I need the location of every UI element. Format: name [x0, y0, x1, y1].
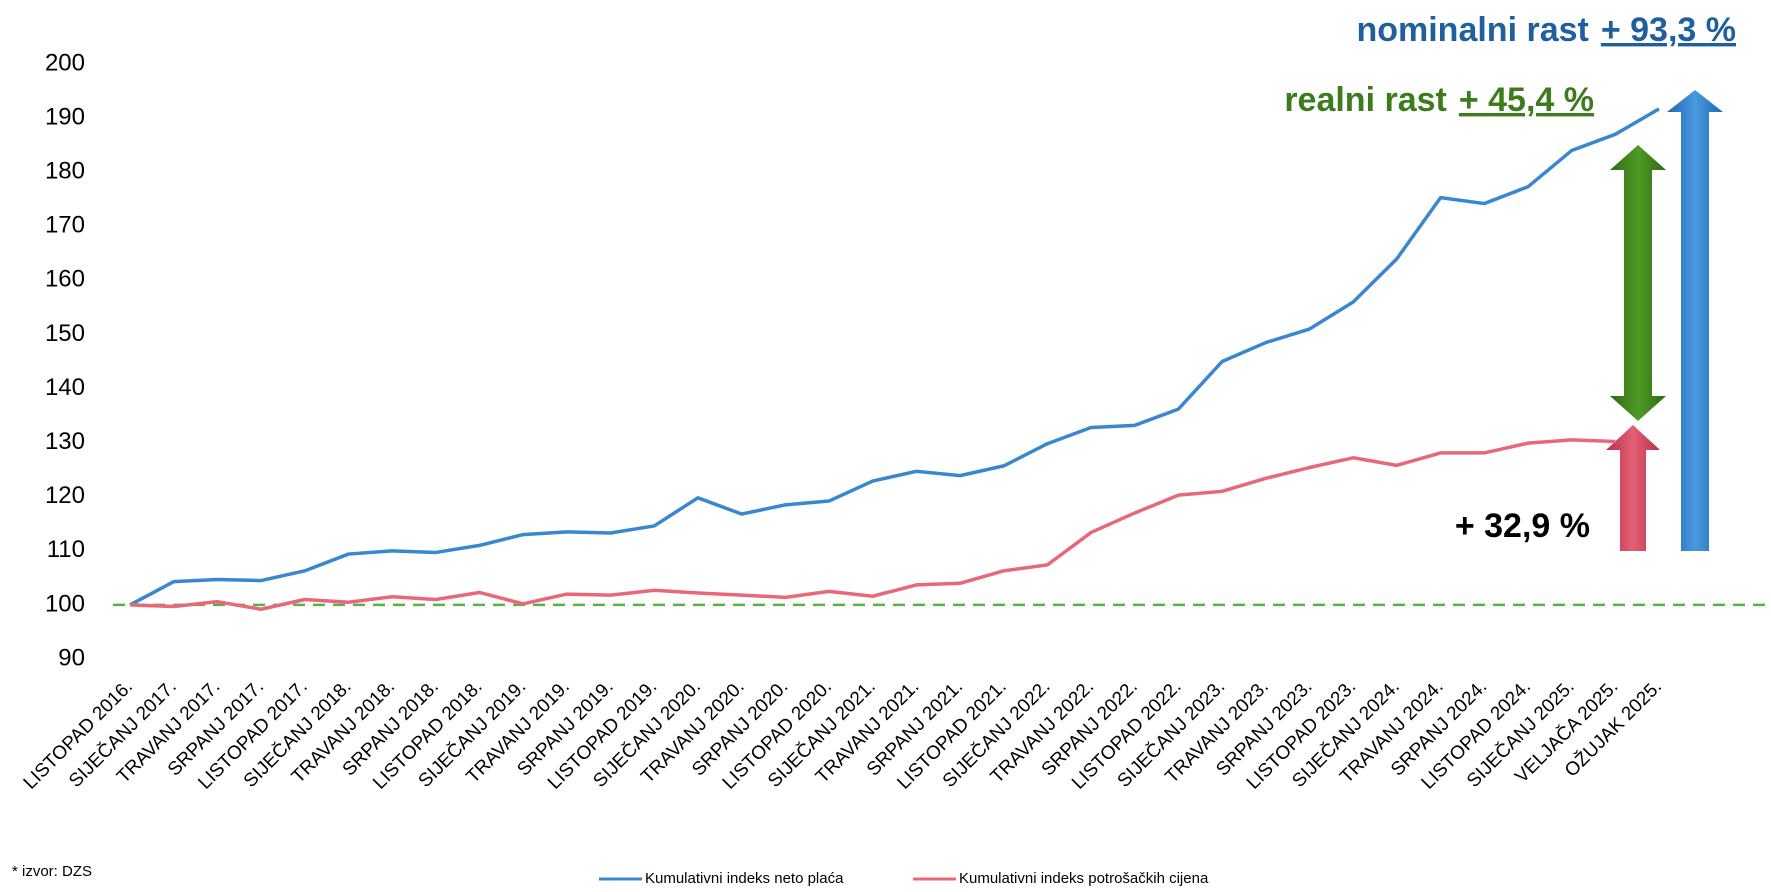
- real-arrow: [1610, 145, 1666, 421]
- nominal-label: nominalni rast: [1356, 11, 1588, 49]
- y-tick-label: 190: [45, 103, 85, 130]
- real-value: + 45,4 %: [1459, 81, 1594, 119]
- y-tick-label: 160: [45, 266, 85, 293]
- y-tick-label: 110: [47, 536, 85, 563]
- legend-label: Kumulativni indeks potrošačkih cijena: [959, 870, 1209, 887]
- source: * izvor: DZS: [12, 863, 92, 880]
- nominal-arrow: [1667, 90, 1723, 551]
- series-line: [129, 107, 1660, 607]
- y-tick-label: 150: [45, 320, 85, 347]
- y-tick-label: 90: [58, 644, 85, 671]
- y-tick-label: 140: [45, 374, 85, 401]
- real-label: realni rast: [1284, 81, 1447, 119]
- cpi-arrow: [1606, 425, 1660, 551]
- y-tick-label: 130: [45, 428, 85, 455]
- legend-label: Kumulativni indeks neto plaća: [645, 870, 844, 887]
- y-tick-label: 200: [45, 49, 85, 76]
- nominal-annotation: nominalni rast + 93,3 %: [1356, 11, 1736, 49]
- y-tick-label: 170: [45, 212, 85, 239]
- series-line: [129, 438, 1616, 611]
- y-tick-label: 180: [45, 158, 85, 185]
- y-tick-label: 100: [45, 590, 85, 617]
- nominal-value: + 93,3 %: [1601, 11, 1736, 49]
- real-annotation: realni rast + 45,4 %: [1284, 81, 1594, 119]
- cpi-annotation: + 32,9 %: [1455, 507, 1590, 545]
- y-tick-label: 120: [45, 482, 85, 509]
